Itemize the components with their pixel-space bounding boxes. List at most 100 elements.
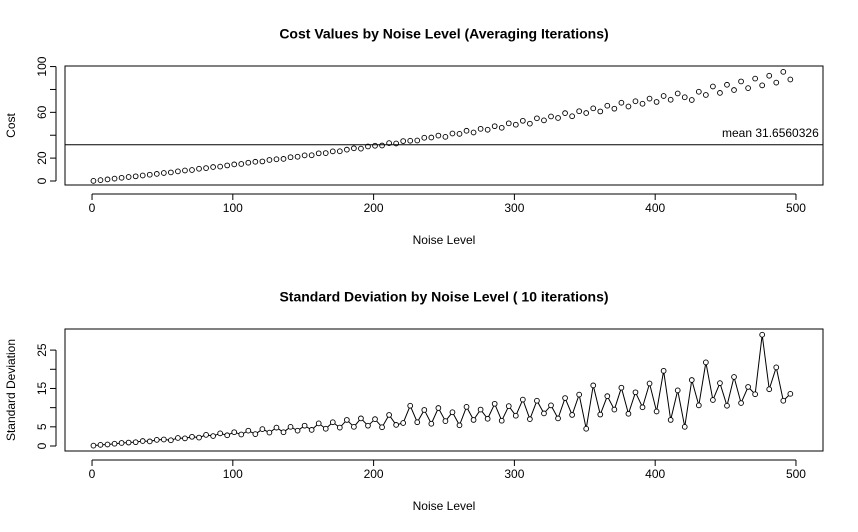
data-point: [132, 173, 139, 180]
x-tick-label: 500: [786, 467, 806, 481]
data-point: [146, 171, 153, 178]
data-point: [653, 99, 660, 105]
data-point: [597, 108, 604, 115]
data-point: [435, 132, 442, 139]
mean-label: mean 31.6560326: [722, 126, 819, 140]
data-point: [414, 419, 421, 426]
data-point: [97, 442, 104, 448]
data-point: [625, 103, 632, 110]
data-point: [738, 400, 744, 406]
data-point: [379, 424, 385, 431]
data-point: [329, 148, 336, 155]
data-point: [759, 82, 766, 89]
data-point: [358, 145, 364, 152]
data-point: [710, 397, 716, 403]
data-point: [414, 137, 421, 144]
data-point: [787, 390, 794, 397]
data-point: [315, 150, 322, 157]
data-point: [674, 90, 681, 97]
data-point: [231, 161, 238, 168]
data-point: [344, 146, 350, 153]
data-point: [625, 410, 632, 417]
data-point: [308, 427, 315, 433]
data-point: [646, 380, 653, 387]
data-point: [287, 154, 294, 161]
data-point: [738, 78, 744, 85]
data-point: [245, 159, 252, 166]
data-point: [780, 397, 787, 404]
data-point: [372, 142, 378, 149]
data-point: [498, 124, 505, 131]
x-tick-label: 200: [364, 201, 384, 215]
data-point: [175, 435, 181, 441]
y-tick-label: 5: [35, 423, 49, 430]
data-point: [780, 68, 787, 75]
data-point: [695, 88, 702, 95]
data-point: [400, 138, 407, 144]
data-point: [344, 417, 350, 423]
data-point: [125, 174, 132, 180]
data-point: [336, 424, 343, 431]
data-point: [590, 382, 597, 389]
data-point: [421, 134, 428, 141]
data-point: [442, 133, 449, 140]
data-point: [104, 441, 111, 448]
data-point: [555, 415, 561, 422]
data-point: [498, 417, 505, 424]
data-point: [681, 94, 688, 101]
data-point: [160, 436, 167, 443]
data-point: [724, 81, 730, 88]
data-point: [519, 117, 526, 124]
data-point: [752, 75, 758, 82]
data-point: [351, 423, 357, 430]
data-point: [280, 429, 287, 436]
x-tick-label: 300: [504, 467, 524, 481]
data-point: [512, 121, 519, 128]
data-point: [132, 439, 139, 446]
data-point: [717, 90, 723, 96]
data-point: [688, 377, 695, 383]
x-axis-label: Noise Level: [413, 233, 476, 247]
data-point: [125, 439, 132, 446]
data-point: [210, 164, 216, 170]
data-point: [555, 115, 561, 121]
data-point: [322, 150, 329, 156]
y-tick-label: 15: [35, 381, 49, 395]
data-point: [111, 440, 118, 447]
data-point: [688, 97, 695, 103]
x-tick-label: 400: [645, 201, 665, 215]
x-tick-label: 500: [786, 201, 806, 215]
data-point: [407, 137, 414, 144]
data-point: [611, 105, 618, 112]
data-point: [456, 422, 463, 429]
data-point: [301, 422, 308, 429]
data-point: [449, 409, 456, 416]
data-point: [428, 420, 435, 427]
data-point: [231, 429, 238, 436]
data-point: [632, 98, 639, 105]
data-point: [491, 400, 498, 407]
data-point: [189, 433, 195, 440]
data-point: [421, 407, 428, 413]
data-point: [428, 134, 435, 141]
data-point: [118, 174, 125, 181]
data-point: [569, 412, 575, 418]
data-point: [393, 422, 399, 428]
data-point: [351, 145, 357, 152]
data-point: [210, 433, 216, 439]
data-point: [287, 423, 294, 430]
data-point: [189, 167, 195, 173]
data-point: [175, 168, 181, 175]
data-point: [294, 427, 301, 434]
data-point: [182, 167, 188, 174]
data-point: [259, 158, 266, 165]
data-point: [639, 100, 646, 107]
data-point: [273, 424, 280, 431]
data-point: [196, 434, 202, 441]
data-point: [527, 416, 533, 423]
data-point: [217, 430, 223, 437]
data-point: [611, 406, 618, 413]
data-point: [160, 170, 167, 176]
data-point: [329, 419, 336, 426]
data-point: [766, 386, 773, 393]
